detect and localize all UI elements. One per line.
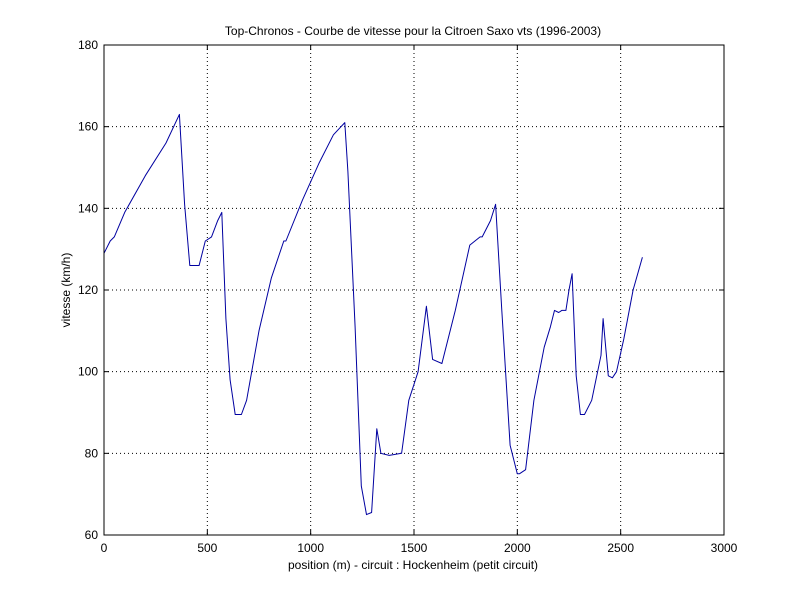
- y-tick-label: 160: [78, 120, 98, 134]
- x-tick-label: 0: [101, 541, 108, 555]
- grid: [104, 45, 724, 535]
- x-tick-label: 3000: [711, 541, 738, 555]
- x-tick-label: 2000: [504, 541, 531, 555]
- x-tick-label: 2500: [607, 541, 634, 555]
- x-tick-label: 1500: [401, 541, 428, 555]
- chart-title: Top-Chronos - Courbe de vitesse pour la …: [225, 24, 601, 38]
- plot-area: [103, 113, 643, 516]
- axis-ticks: 0 500 1000 1500 2000 2500 3000 60 80 100 120 140 160…: [78, 38, 738, 555]
- x-axis-label: position (m) - circuit : Hockenheim (pet…: [288, 558, 538, 572]
- y-tick-label: 60: [85, 528, 99, 542]
- y-axis-label: vitesse (km/h): [59, 253, 73, 328]
- speed-series-line: [103, 113, 643, 516]
- y-tick-label: 80: [85, 446, 99, 460]
- y-tick-label: 100: [78, 365, 98, 379]
- y-tick-label: 120: [78, 283, 98, 297]
- x-tick-label: 1000: [297, 541, 324, 555]
- x-tick-label: 500: [197, 541, 217, 555]
- y-tick-label: 180: [78, 38, 98, 52]
- y-tick-label: 140: [78, 201, 98, 215]
